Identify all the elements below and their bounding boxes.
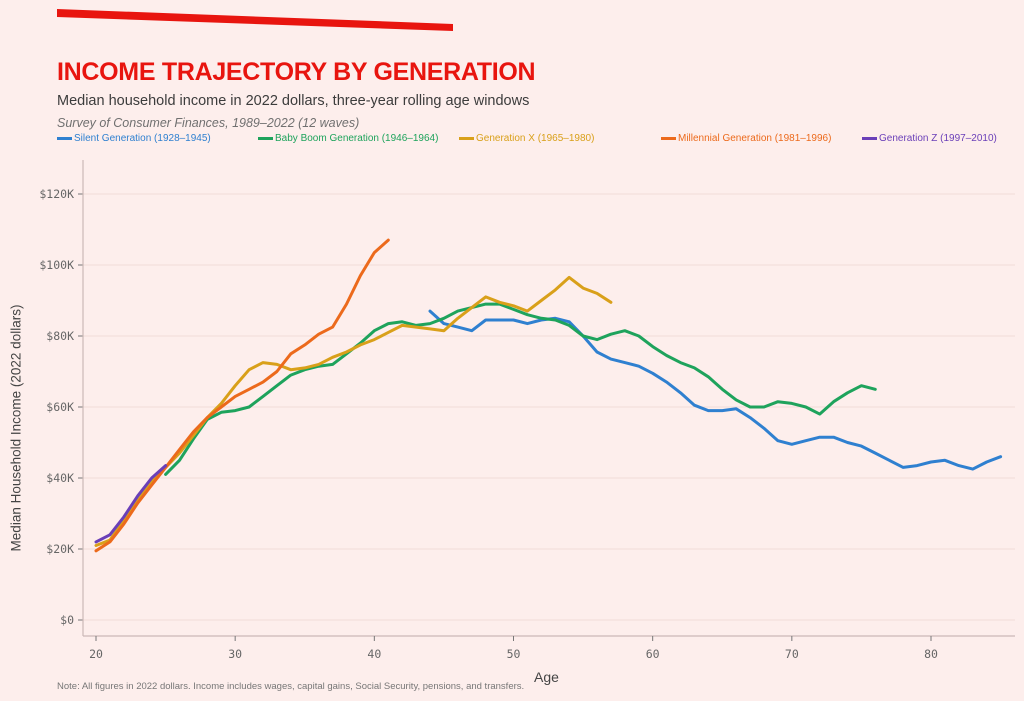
- x-tick-label: 70: [785, 647, 799, 661]
- legend-label: Millennial Generation (1981–1996): [678, 133, 832, 144]
- y-tick-label: $40K: [46, 471, 74, 485]
- y-tick-label: $80K: [46, 329, 74, 343]
- y-tick-label: $20K: [46, 542, 74, 556]
- x-tick-label: 30: [228, 647, 242, 661]
- legend-item: Generation X (1965–1980): [459, 133, 594, 144]
- legend: Silent Generation (1928–1945) Baby Boom G…: [0, 133, 1024, 149]
- y-tick-label: $100K: [39, 258, 74, 272]
- y-tick-label: $60K: [46, 400, 74, 414]
- chart-source: Survey of Consumer Finances, 1989–2022 (…: [57, 116, 360, 130]
- x-axis-label: Age: [534, 669, 559, 685]
- series-line-2: [94, 275, 613, 547]
- x-tick-label: 50: [507, 647, 521, 661]
- y-tick-label: $120K: [39, 187, 74, 201]
- legend-item: Millennial Generation (1981–1996): [661, 133, 831, 144]
- legend-item: Silent Generation (1928–1945): [57, 133, 211, 144]
- y-tick-label: $0: [60, 613, 74, 627]
- y-axis-label: Median Household Income (2022 dollars): [8, 304, 24, 552]
- legend-swatch: [459, 137, 474, 140]
- series-line-1: [164, 302, 877, 476]
- x-tick-label: 40: [367, 647, 381, 661]
- series-line-4: [94, 464, 168, 544]
- chart-title: INCOME TRAJECTORY BY GENERATION: [57, 58, 536, 86]
- legend-label: Generation X (1965–1980): [476, 133, 595, 144]
- x-tick-label: 60: [646, 647, 660, 661]
- footnote: Note: All figures in 2022 dollars. Incom…: [57, 681, 525, 692]
- chart-subtitle: Median household income in 2022 dollars,…: [57, 93, 530, 109]
- series-line-0: [428, 309, 1003, 471]
- accent-bar: [57, 9, 453, 31]
- legend-swatch: [661, 137, 676, 140]
- legend-label: Silent Generation (1928–1945): [74, 133, 211, 144]
- x-tick-label: 20: [89, 647, 103, 661]
- legend-label: Generation Z (1997–2010): [879, 133, 997, 144]
- legend-swatch: [862, 137, 877, 140]
- legend-item: Baby Boom Generation (1946–1964): [258, 133, 438, 144]
- legend-label: Baby Boom Generation (1946–1964): [275, 133, 439, 144]
- legend-swatch: [258, 137, 273, 140]
- series-line-3: [94, 238, 390, 553]
- legend-swatch: [57, 137, 72, 140]
- legend-item: Generation Z (1997–2010): [862, 133, 997, 144]
- x-tick-label: 80: [924, 647, 938, 661]
